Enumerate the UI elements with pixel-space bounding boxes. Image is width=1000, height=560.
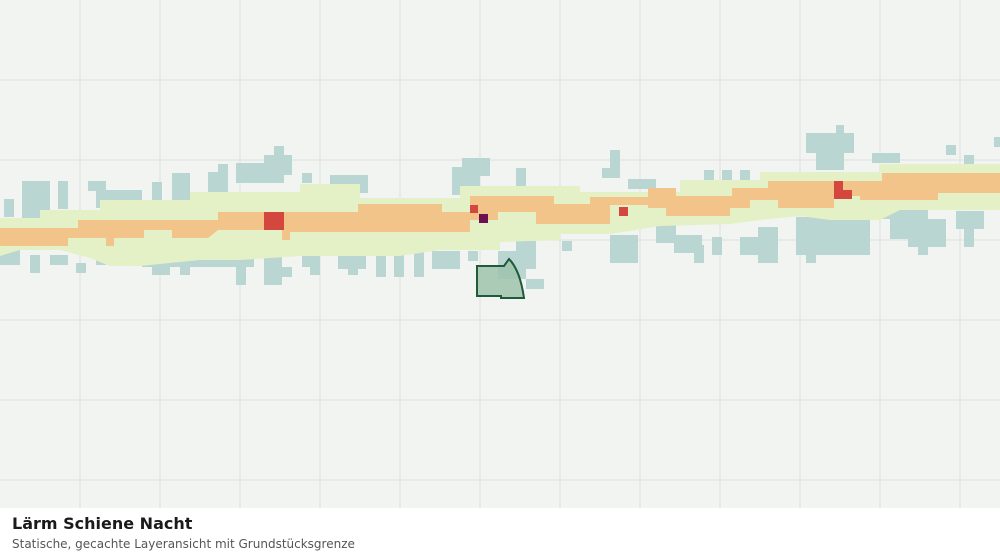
buildings	[0, 125, 1000, 289]
noise-zone-high	[264, 181, 852, 230]
caption: Lärm Schiene Nacht Statische, gecachte L…	[12, 508, 988, 551]
parcel-boundary[interactable]	[476, 257, 526, 299]
noise-zone-very-high	[479, 214, 488, 223]
layer-subtitle: Statische, gecachte Layeransicht mit Gru…	[12, 537, 355, 551]
map-view[interactable]	[0, 0, 1000, 508]
layer-title: Lärm Schiene Nacht	[12, 514, 193, 533]
noise-zone-medium	[0, 173, 1000, 246]
